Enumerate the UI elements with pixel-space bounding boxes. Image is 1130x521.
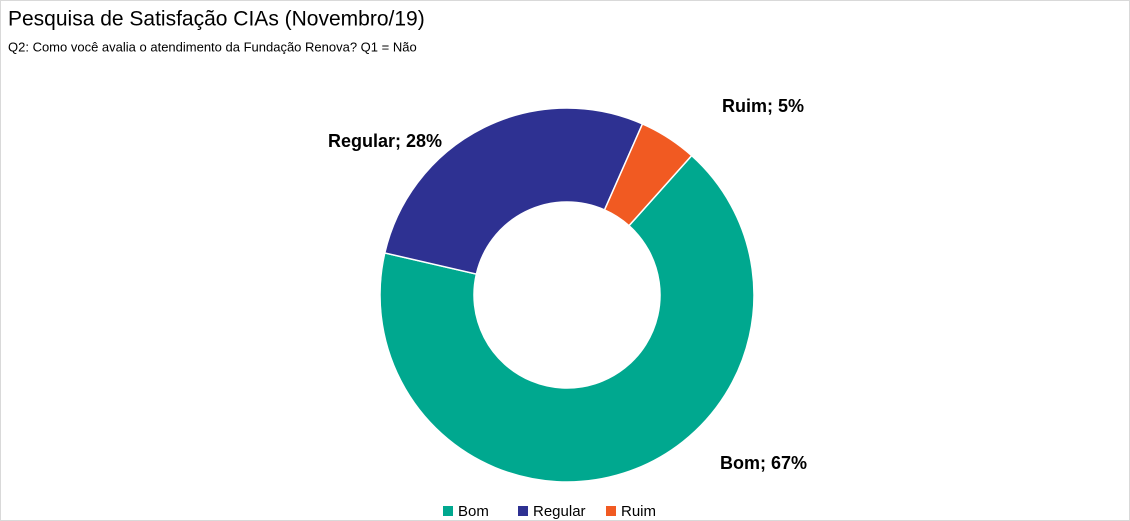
donut-slice [379, 154, 755, 483]
donut-slice [383, 107, 644, 275]
legend-label: Regular [533, 503, 586, 520]
data-label: Regular; 28% [328, 131, 442, 151]
legend-swatch [443, 506, 453, 516]
donut-slice [603, 122, 693, 227]
legend-label: Ruim [621, 503, 656, 520]
legend-swatch [518, 506, 528, 516]
chart-title: Pesquisa de Satisfação CIAs (Novembro/19… [8, 8, 425, 31]
legend-swatch [606, 506, 616, 516]
data-label: Bom; 67% [720, 453, 807, 473]
legend-label: Bom [458, 503, 489, 520]
chart-subtitle: Q2: Como você avalia o atendimento da Fu… [8, 39, 417, 54]
data-label: Ruim; 5% [722, 96, 804, 116]
